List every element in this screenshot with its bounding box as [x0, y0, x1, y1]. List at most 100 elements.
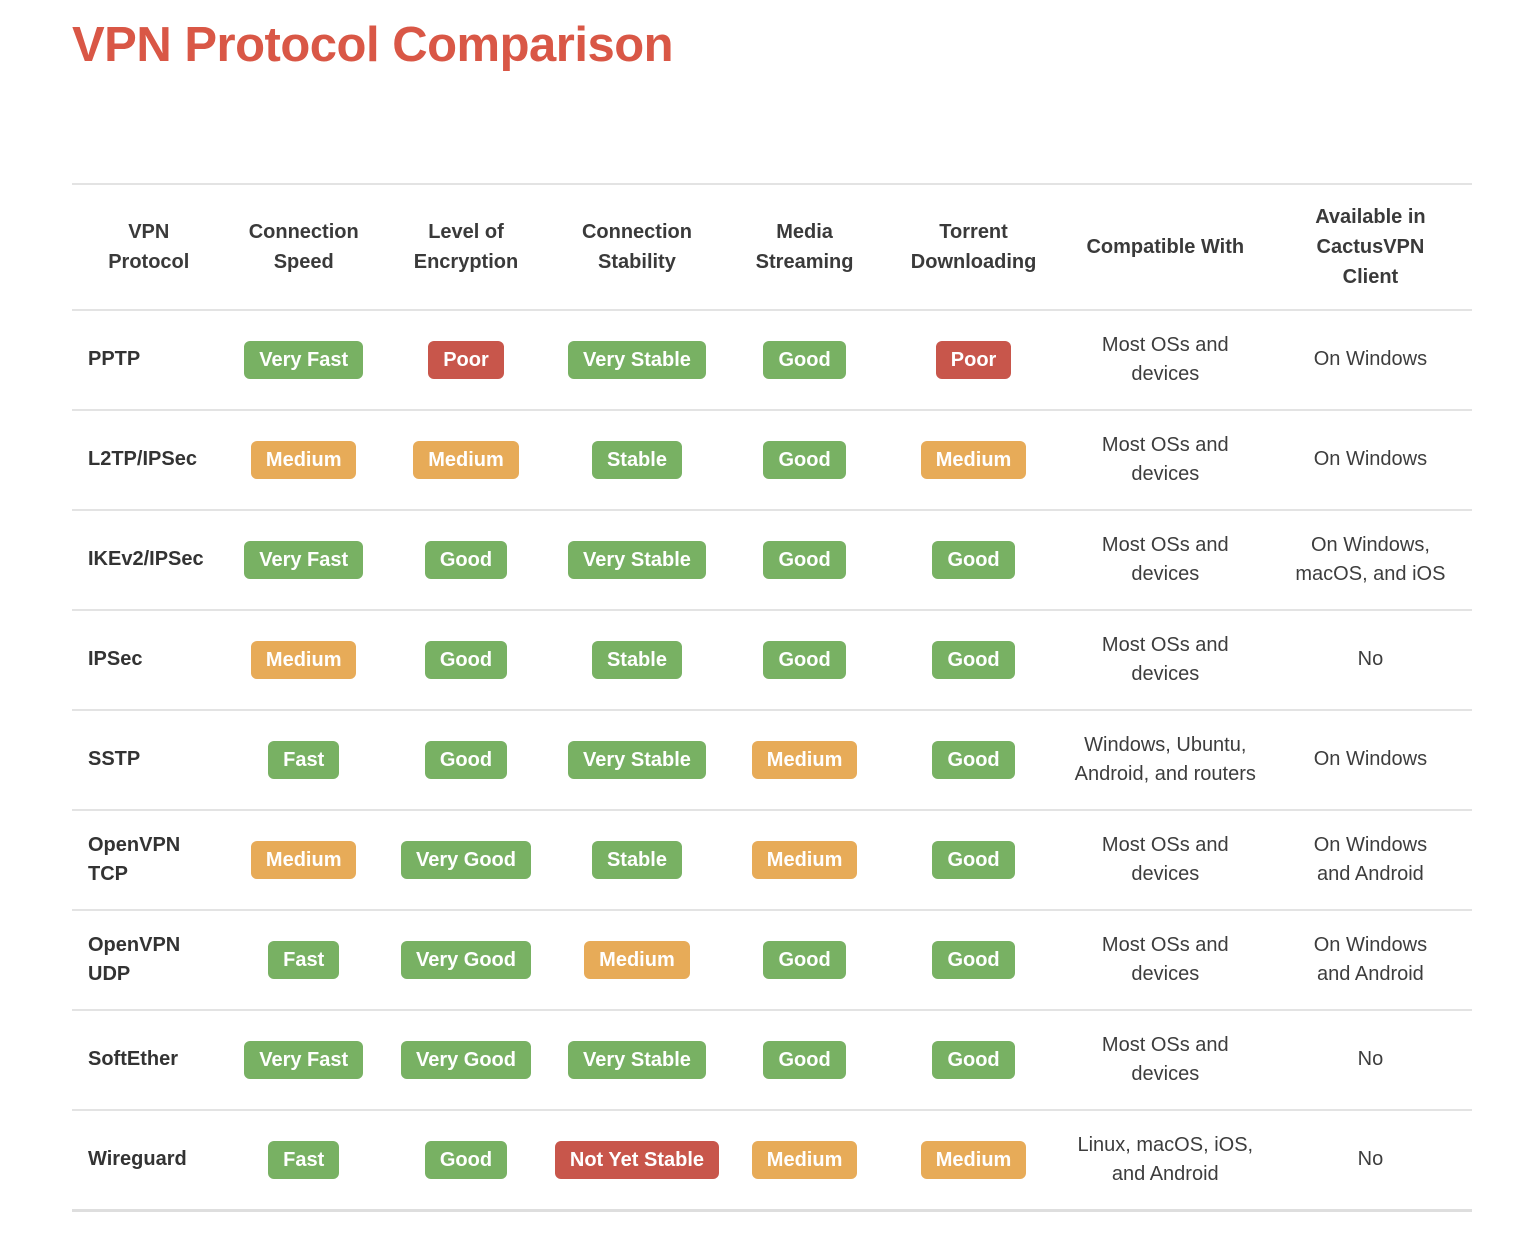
rating-badge-good: Good: [763, 940, 846, 979]
protocol-name: Wireguard: [88, 1148, 187, 1171]
protocol-name: SSTP: [88, 748, 141, 771]
speed-cell: Fast: [226, 710, 382, 810]
stability-cell: Stable: [550, 410, 724, 510]
client-availability-cell: No: [1357, 1148, 1384, 1171]
streaming-cell: Good: [724, 910, 886, 1010]
torrent-cell: Medium: [885, 410, 1061, 510]
compatible-with-cell: Most OSs and devices: [1101, 533, 1229, 585]
rating-badge-good: Very Stable: [568, 740, 706, 779]
compatible-with-cell: Most OSs and devices: [1101, 433, 1229, 485]
client-availability-cell: On Windows: [1313, 748, 1428, 771]
stability-cell: Not Yet Stable: [550, 1110, 724, 1211]
table-row: Wireguard Fast Good Not Yet Stable Medium Med…: [72, 1109, 1472, 1211]
streaming-cell: Good: [724, 410, 886, 510]
rating-badge-good: Good: [424, 640, 508, 679]
rating-badge-good: Very Stable: [568, 340, 706, 379]
rating-badge-good: Fast: [268, 740, 340, 779]
rating-badge-good: Very Good: [400, 840, 531, 879]
rating-badge-medium: Medium: [584, 940, 690, 979]
rating-badge-medium: Medium: [751, 840, 858, 879]
speed-cell: Medium: [226, 810, 382, 910]
encryption-cell: Good: [382, 610, 550, 710]
client-availability-cell: On Windows: [1313, 448, 1428, 471]
column-header-streaming: Media Streaming: [755, 220, 854, 273]
column-header-encryption: Level of Encryption: [413, 220, 519, 273]
table-row: OpenVPN UDP Fast Very Good Medium Good Good Mo…: [72, 909, 1472, 1010]
rating-badge-medium: Medium: [751, 740, 858, 779]
torrent-cell: Good: [885, 810, 1061, 910]
rating-badge-good: Very Good: [400, 1040, 531, 1079]
column-header-speed: Connection Speed: [248, 220, 359, 273]
torrent-cell: Good: [885, 1010, 1061, 1110]
table-row: IKEv2/IPSec Very Fast Good Very Stable Good G…: [72, 509, 1472, 610]
table-row: PPTP Very Fast Poor Very Stable Good Poor Most…: [72, 309, 1472, 410]
torrent-cell: Good: [885, 910, 1061, 1010]
rating-badge-good: Good: [424, 1140, 508, 1179]
table-row: IPSec Medium Good Stable Good Good Most OSs an…: [72, 609, 1472, 710]
rating-badge-medium: Medium: [920, 1140, 1027, 1179]
rating-badge-good: Good: [763, 340, 846, 379]
streaming-cell: Good: [724, 510, 886, 610]
compatible-with-cell: Most OSs and devices: [1101, 333, 1229, 385]
rating-badge-good: Stable: [591, 840, 682, 879]
table-row: L2TP/IPSec Medium Medium Stable Good Medium Mo…: [72, 409, 1472, 510]
speed-cell: Very Fast: [226, 1010, 382, 1110]
rating-badge-good: Very Stable: [568, 540, 706, 579]
rating-badge-medium: Medium: [920, 440, 1027, 479]
rating-badge-good: Good: [424, 540, 508, 579]
torrent-cell: Good: [885, 710, 1061, 810]
rating-badge-good: Good: [932, 640, 1015, 679]
rating-badge-good: Stable: [591, 640, 682, 679]
compatible-with-cell: Most OSs and devices: [1101, 833, 1229, 885]
rating-badge-good: Good: [932, 940, 1015, 979]
rating-badge-medium: Medium: [413, 440, 519, 479]
rating-badge-good: Very Fast: [244, 1040, 364, 1079]
stability-cell: Very Stable: [550, 710, 724, 810]
client-availability-cell: On Windows, macOS, and iOS: [1295, 533, 1446, 585]
streaming-cell: Good: [724, 1010, 886, 1110]
speed-cell: Fast: [226, 1110, 382, 1211]
rating-badge-good: Good: [932, 1040, 1015, 1079]
rating-badge-good: Good: [763, 440, 846, 479]
rating-badge-bad: Poor: [935, 340, 1012, 379]
streaming-cell: Medium: [724, 710, 886, 810]
stability-cell: Very Stable: [550, 1010, 724, 1110]
column-header-compatible: Compatible With: [1086, 235, 1245, 258]
stability-cell: Medium: [550, 910, 724, 1010]
rating-badge-good: Very Fast: [244, 540, 364, 579]
protocol-name: PPTP: [88, 348, 141, 371]
table-body: PPTP Very Fast Poor Very Stable Good Poor Most…: [72, 309, 1472, 1211]
streaming-cell: Medium: [724, 810, 886, 910]
torrent-cell: Medium: [885, 1110, 1061, 1211]
table-header-row: VPN Protocol Connection Speed Level of Enc…: [72, 183, 1472, 310]
encryption-cell: Very Good: [382, 810, 550, 910]
column-header-stability: Connection Stability: [581, 220, 692, 273]
vpn-comparison-table: VPN Protocol Connection Speed Level of Enc…: [72, 183, 1472, 1212]
compatible-with-cell: Linux, macOS, iOS, and Android: [1077, 1133, 1254, 1185]
encryption-cell: Medium: [382, 410, 550, 510]
compatible-with-cell: Most OSs and devices: [1101, 633, 1229, 685]
rating-badge-good: Good: [932, 740, 1015, 779]
rating-badge-good: Stable: [591, 440, 682, 479]
stability-cell: Stable: [550, 810, 724, 910]
speed-cell: Fast: [226, 910, 382, 1010]
protocol-name: OpenVPN UDP: [88, 933, 181, 985]
client-availability-cell: No: [1357, 648, 1384, 671]
rating-badge-good: Very Good: [400, 940, 531, 979]
table-header: VPN Protocol Connection Speed Level of Enc…: [72, 183, 1472, 310]
streaming-cell: Good: [724, 610, 886, 710]
protocol-name: L2TP/IPSec: [88, 448, 197, 471]
protocol-name: OpenVPN TCP: [88, 833, 181, 885]
speed-cell: Medium: [226, 410, 382, 510]
encryption-cell: Good: [382, 710, 550, 810]
rating-badge-good: Good: [763, 640, 846, 679]
rating-badge-good: Very Fast: [244, 340, 364, 379]
table-row: SoftEther Very Fast Very Good Very Stable Go…: [72, 1009, 1472, 1110]
rating-badge-good: Good: [932, 840, 1015, 879]
client-availability-cell: On Windows and Android: [1313, 933, 1428, 985]
streaming-cell: Medium: [724, 1110, 886, 1211]
rating-badge-good: Fast: [268, 940, 340, 979]
rating-badge-medium: Medium: [751, 1140, 858, 1179]
client-availability-cell: On Windows and Android: [1313, 833, 1428, 885]
